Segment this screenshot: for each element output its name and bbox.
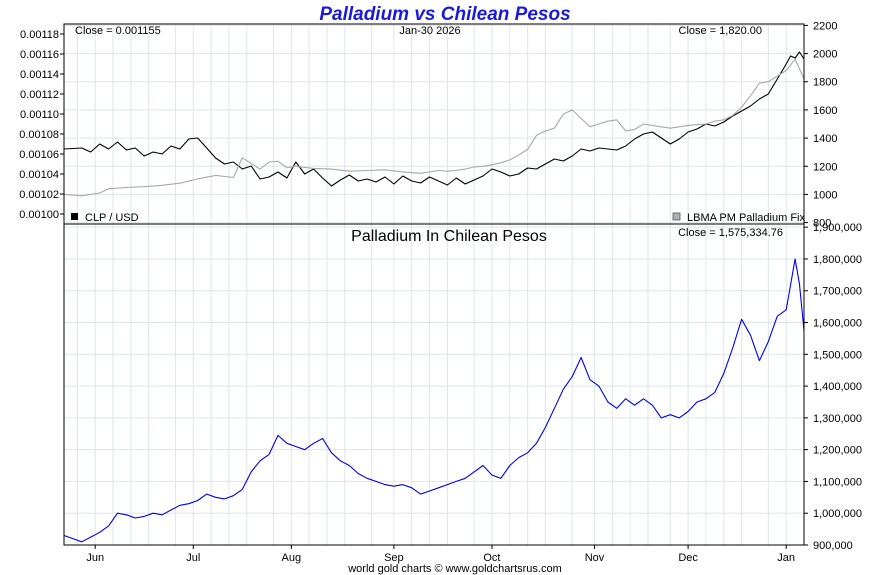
palladium-close-label: Close = 1,820.00 [679,25,762,37]
series-line-clp-usd [63,51,805,187]
bottom-panel-title: Palladium In Chilean Pesos [351,228,547,245]
top-right-axis: 800 1000 1200 1400 1600 1800 2000 2200 [804,20,837,230]
bottom-panel-series [63,258,805,543]
y-right-tick-label: 1,800,000 [813,254,862,266]
y-left-tick-label: 0.00102 [19,189,59,201]
date-label: Jan-30 2026 [399,25,460,37]
x-tick-label: Jun [86,552,104,564]
y-right-tick-label: 1,000,000 [813,508,862,520]
bottom-panel-grid [64,224,804,546]
top-panel-series [63,51,805,197]
legend-swatch-clp [71,213,78,220]
y-right-tick-label: 1000 [813,189,837,201]
x-tick-label: Jul [186,552,200,564]
legend-label-clp: CLP / USD [85,212,139,224]
x-tick-label: Oct [483,552,500,564]
series-line-lbma-pm-palladium-fix [63,58,805,197]
y-right-tick-label: 1,400,000 [813,381,862,393]
y-right-tick-label: 1400 [813,133,837,145]
top-left-axis: 0.00100 0.00102 0.00104 0.00106 0.00108 0.001… [19,29,64,221]
clp-close-label: Close = 0.001155 [75,25,161,37]
y-right-tick-label: 1,300,000 [813,413,862,425]
y-left-tick-label: 0.00114 [20,69,59,81]
x-tick-label: Sep [384,552,404,564]
y-left-tick-label: 0.00112 [20,89,59,101]
y-left-tick-label: 0.00104 [19,169,59,181]
bottom-panel-frame [63,223,805,546]
y-left-tick-label: 0.00100 [19,209,59,221]
y-right-tick-label: 1200 [813,161,837,173]
y-left-tick-label: 0.00108 [19,129,59,141]
credit-text: world gold charts © www.goldchartsrus.co… [347,563,562,575]
y-right-tick-label: 900,000 [813,540,853,552]
y-right-tick-label: 1600 [813,105,837,117]
y-right-tick-label: 2200 [813,20,837,32]
y-right-tick-label: 1,700,000 [813,286,862,298]
x-tick-label: Nov [585,552,605,564]
y-right-tick-label: 1,900,000 [813,222,862,234]
series-line-palladium-in-chilean-pesos [63,258,805,543]
y-right-tick-label: 1,200,000 [813,445,862,457]
chart-title: Palladium vs Chilean Pesos [319,4,570,25]
y-right-tick-label: 1,500,000 [813,349,862,361]
x-axis-months: Jun Jul Aug Sep Oct Nov Dec Jan [86,545,795,564]
bottom-right-axis: 900,000 1,000,000 1,100,000 1,200,000 1,300,… [804,222,862,552]
legend-label-palladium-fix: LBMA PM Palladium Fix [687,212,805,224]
x-tick-label: Dec [678,552,698,564]
y-left-tick-label: 0.00116 [20,49,59,61]
y-right-tick-label: 1,100,000 [813,476,862,488]
y-left-tick-label: 0.00106 [19,149,59,161]
x-tick-label: Jan [777,552,795,564]
legend-swatch-palladium-fix [672,212,681,221]
x-tick-label: Aug [282,552,302,564]
y-right-tick-label: 800 [813,218,831,230]
y-right-tick-label: 2000 [813,49,837,61]
y-right-tick-label: 1800 [813,77,837,89]
y-right-tick-label: 1,600,000 [813,318,862,330]
pd-clp-close-label: Close = 1,575,334.76 [678,227,783,239]
top-panel-grid [64,24,804,224]
y-left-tick-label: 0.00118 [20,29,59,41]
y-left-tick-label: 0.00110 [20,109,59,121]
